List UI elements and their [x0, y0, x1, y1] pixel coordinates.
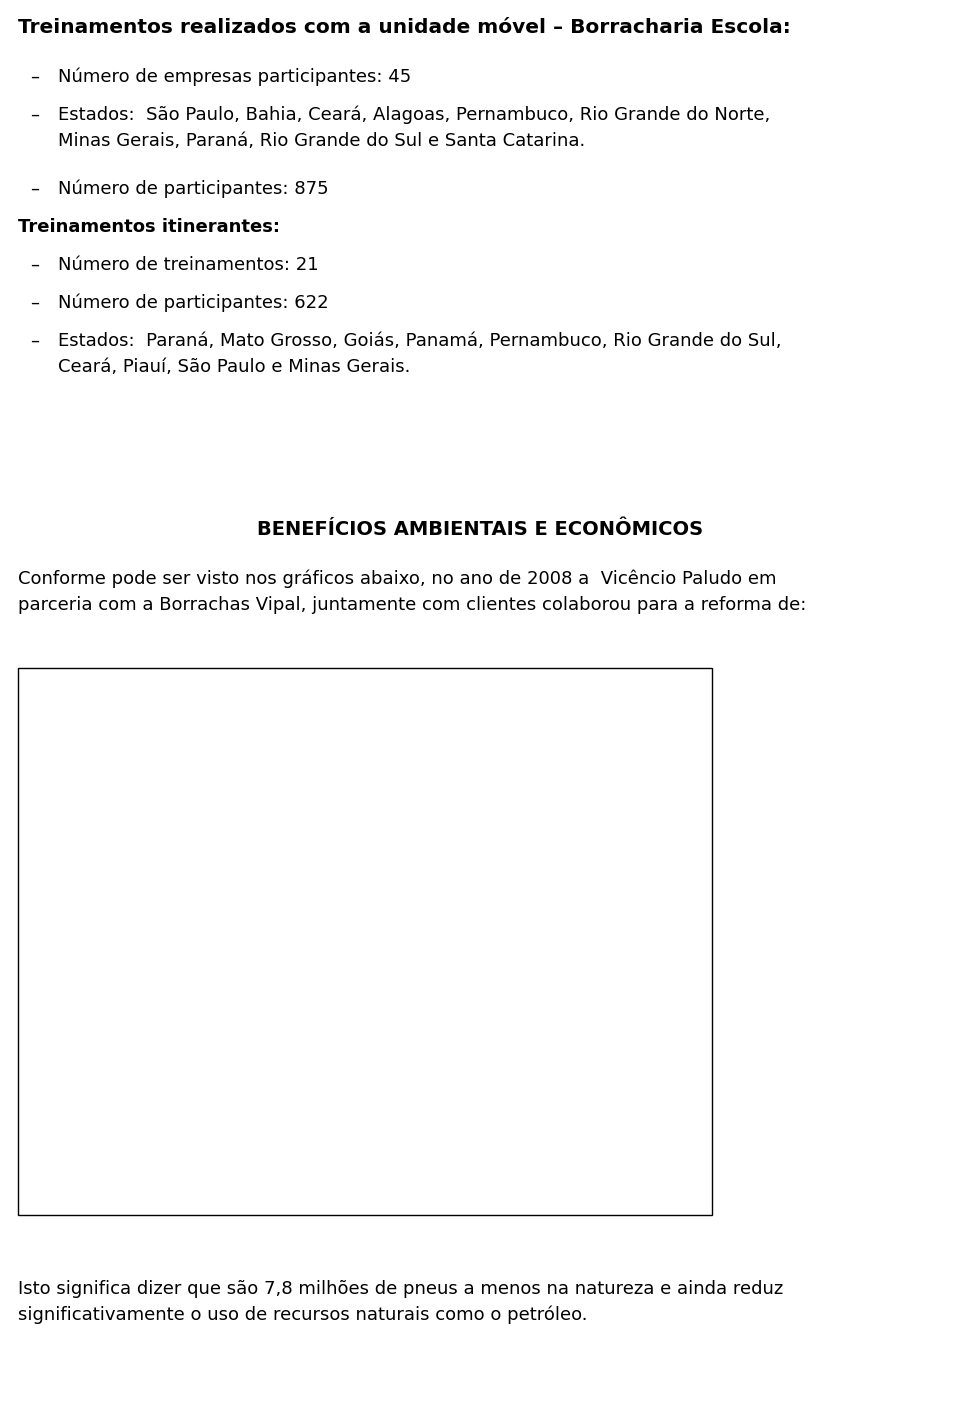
Text: –: –: [30, 332, 39, 350]
Text: –: –: [30, 294, 39, 312]
Text: Treinamentos itinerantes:: Treinamentos itinerantes:: [18, 218, 280, 236]
Text: significativamente o uso de recursos naturais como o petróleo.: significativamente o uso de recursos nat…: [18, 1307, 588, 1325]
Text: –: –: [30, 105, 39, 124]
Text: Estados:  São Paulo, Bahia, Ceará, Alagoas, Pernambuco, Rio Grande do Norte,: Estados: São Paulo, Bahia, Ceará, Alagoa…: [58, 105, 770, 125]
Text: 3,2: 3,2: [173, 944, 202, 961]
Text: parceria com a Borrachas Vipal, juntamente com clientes colaborou para a reforma: parceria com a Borrachas Vipal, juntamen…: [18, 596, 806, 614]
Text: Treinamentos realizados com a unidade móvel – Borracharia Escola:: Treinamentos realizados com a unidade mó…: [18, 18, 791, 37]
Text: –: –: [30, 256, 39, 274]
Text: Estados:  Paraná, Mato Grosso, Goiás, Panamá, Pernambuco, Rio Grande do Sul,: Estados: Paraná, Mato Grosso, Goiás, Pan…: [58, 332, 781, 350]
Text: Conforme pode ser visto nos gráficos abaixo, no ano de 2008 a  Vicêncio Paludo e: Conforme pode ser visto nos gráficos aba…: [18, 570, 777, 589]
Y-axis label: milhões de pneus: milhões de pneus: [33, 823, 51, 983]
Bar: [144, 965, 231, 1117]
Text: Número de participantes: 622: Número de participantes: 622: [58, 294, 328, 312]
Bar: [339, 898, 426, 1117]
Bar: [18, 667, 712, 1215]
Text: BENEFÍCIOS AMBIENTAIS E ECONÔMICOS: BENEFÍCIOS AMBIENTAIS E ECONÔMICOS: [257, 520, 703, 540]
Text: Isto significa dizer que são 7,8 milhões de pneus a menos na natureza e ainda re: Isto significa dizer que são 7,8 milhões…: [18, 1280, 783, 1298]
Text: –: –: [30, 180, 39, 198]
Text: 4,6: 4,6: [368, 877, 396, 895]
Text: Número de treinamentos: 21: Número de treinamentos: 21: [58, 256, 319, 274]
Text: –: –: [30, 67, 39, 86]
Text: Ceará, Piauí, São Paulo e Minas Gerais.: Ceará, Piauí, São Paulo e Minas Gerais.: [58, 358, 410, 377]
Legend: 2008: 2008: [336, 1146, 428, 1179]
Text: 7,8: 7,8: [563, 725, 591, 743]
Bar: [534, 747, 621, 1117]
Text: Minas Gerais, Paraná, Rio Grande do Sul e Santa Catarina.: Minas Gerais, Paraná, Rio Grande do Sul …: [58, 132, 586, 150]
Text: Número de empresas participantes: 45: Número de empresas participantes: 45: [58, 67, 411, 87]
Text: Número de participantes: 875: Número de participantes: 875: [58, 180, 328, 198]
